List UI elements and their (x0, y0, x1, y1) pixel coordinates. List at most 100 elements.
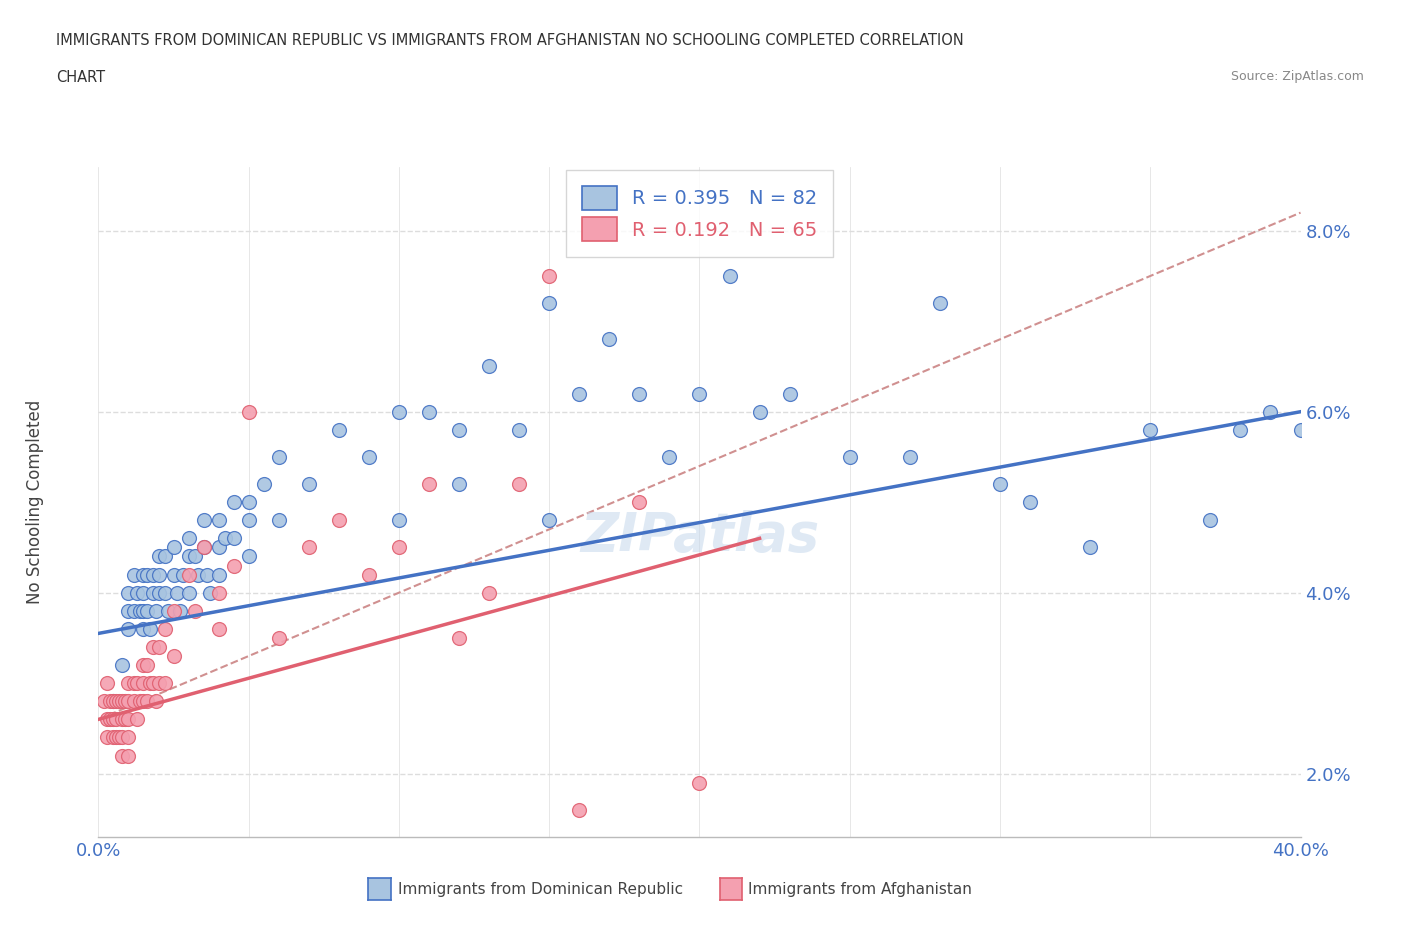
Point (748, 405, 770, 419)
Point (153, 676, 176, 691)
Point (238, 549, 260, 564)
Point (162, 648, 184, 663)
Point (117, 604, 139, 618)
Point (111, 712, 134, 727)
Point (222, 495, 245, 510)
Point (1139, 422, 1161, 437)
Point (193, 540, 215, 555)
Point (117, 730, 139, 745)
Point (388, 405, 411, 419)
Point (156, 604, 179, 618)
Point (598, 332, 620, 347)
Point (508, 422, 530, 437)
Point (153, 585, 176, 600)
Point (238, 495, 260, 510)
Point (447, 477, 470, 492)
Point (153, 549, 176, 564)
Point (162, 604, 184, 618)
Point (96, 676, 118, 691)
Point (388, 512, 411, 527)
Point (141, 640, 163, 655)
Point (93, 694, 115, 709)
Point (166, 585, 188, 600)
Point (135, 567, 157, 582)
Point (138, 621, 160, 636)
Point (193, 540, 215, 555)
Point (145, 694, 167, 709)
Point (328, 422, 350, 437)
Point (418, 477, 440, 492)
Point (132, 658, 155, 672)
Point (132, 585, 155, 600)
Point (141, 585, 163, 600)
Point (105, 730, 128, 745)
Point (1199, 512, 1222, 527)
Point (117, 748, 139, 763)
Point (222, 558, 245, 573)
Point (208, 540, 231, 555)
Legend: R = 0.395   N = 82, R = 0.192   N = 65: R = 0.395 N = 82, R = 0.192 N = 65 (567, 170, 832, 257)
Point (183, 604, 205, 618)
Point (103, 712, 125, 727)
Point (208, 621, 231, 636)
Point (124, 604, 146, 618)
Point (238, 405, 260, 419)
Point (628, 386, 651, 401)
Point (198, 585, 221, 600)
Point (357, 567, 380, 582)
Point (127, 712, 149, 727)
Point (718, 269, 741, 284)
Point (111, 730, 134, 745)
Point (117, 694, 139, 709)
Point (177, 585, 200, 600)
Point (127, 585, 149, 600)
Point (148, 549, 170, 564)
Point (162, 540, 184, 555)
Point (238, 512, 260, 527)
Point (447, 631, 470, 645)
Point (117, 676, 139, 691)
Point (105, 694, 128, 709)
Point (105, 712, 128, 727)
Point (96, 730, 118, 745)
Text: Immigrants from Afghanistan: Immigrants from Afghanistan (748, 882, 972, 897)
Point (988, 477, 1011, 492)
Point (100, 712, 122, 727)
Point (253, 477, 276, 492)
Point (568, 386, 591, 401)
Point (222, 531, 245, 546)
Point (1019, 495, 1042, 510)
Point (114, 694, 136, 709)
Point (779, 386, 801, 401)
Point (129, 694, 152, 709)
Point (418, 405, 440, 419)
Point (177, 531, 200, 546)
Point (114, 712, 136, 727)
Point (169, 604, 191, 618)
Point (117, 712, 139, 727)
Text: CHART: CHART (56, 70, 105, 85)
Point (267, 449, 290, 464)
Point (124, 694, 146, 709)
Point (138, 676, 160, 691)
Point (328, 512, 350, 527)
Point (208, 512, 231, 527)
Point (117, 585, 139, 600)
Point (658, 449, 681, 464)
Point (478, 585, 501, 600)
Point (478, 359, 501, 374)
Text: Immigrants from Dominican Republic: Immigrants from Dominican Republic (398, 882, 683, 897)
Point (148, 567, 170, 582)
Point (177, 549, 200, 564)
Point (135, 694, 157, 709)
Point (538, 296, 561, 311)
Point (100, 694, 122, 709)
Text: ZIPatlas: ZIPatlas (579, 510, 820, 562)
Point (298, 540, 321, 555)
Point (103, 694, 125, 709)
Point (1289, 422, 1312, 437)
Point (538, 269, 561, 284)
Point (1229, 422, 1251, 437)
Point (538, 512, 561, 527)
Point (193, 512, 215, 527)
